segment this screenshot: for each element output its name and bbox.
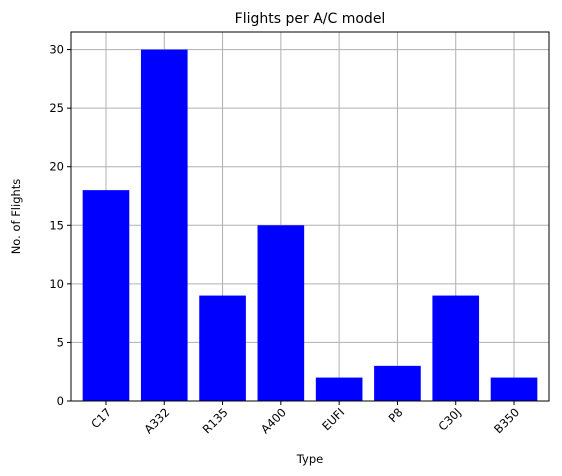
bar-b350 xyxy=(490,377,538,401)
plot-frame xyxy=(70,31,550,402)
x-tick-label: B350 xyxy=(491,405,522,436)
x-tick-label: P8 xyxy=(386,405,406,425)
bar-c30j xyxy=(432,295,480,401)
y-tick-label: 30 xyxy=(49,43,64,57)
y-tick-label: 20 xyxy=(49,160,64,174)
chart-title: Flights per A/C model xyxy=(235,11,386,27)
y-tick-label: 25 xyxy=(49,101,64,115)
x-tick-label: A332 xyxy=(141,405,172,436)
x-axis-label: Type xyxy=(296,452,323,466)
x-tick-label: A400 xyxy=(258,405,289,436)
x-tick-label: C17 xyxy=(88,405,114,431)
bar-r135 xyxy=(199,295,246,401)
bar-p8 xyxy=(374,365,421,401)
bar-eufi xyxy=(315,377,363,401)
y-tick-label: 5 xyxy=(57,335,64,349)
bar-a400 xyxy=(257,225,305,401)
y-axis-label: No. of Flights xyxy=(9,179,23,255)
y-tick-label: 15 xyxy=(49,218,64,232)
x-tick-label: EUFI xyxy=(319,405,347,433)
y-tick-label: 10 xyxy=(49,277,64,291)
y-tick-label: 0 xyxy=(57,394,64,408)
x-tick-label: C30J xyxy=(436,405,464,433)
bars-layer xyxy=(82,49,538,401)
x-tick-label: R135 xyxy=(200,405,231,436)
bar-a332 xyxy=(140,49,188,401)
bar-c17 xyxy=(82,190,130,401)
